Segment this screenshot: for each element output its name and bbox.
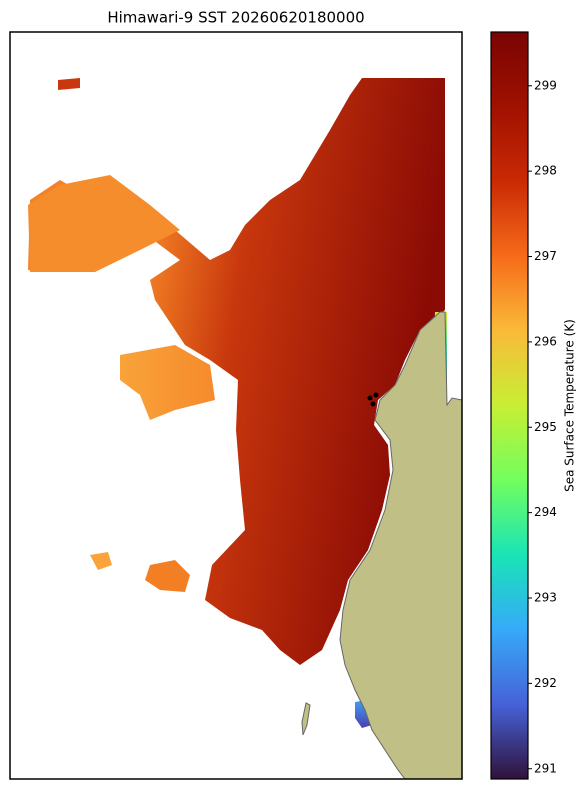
colorbar-tick-label: 292 (534, 676, 557, 690)
colorbar-tick-label: 293 (534, 591, 557, 605)
station (367, 395, 373, 401)
colorbar-tick-label: 295 (534, 420, 557, 434)
sst-south-patch (145, 560, 190, 592)
sst-top-patch (58, 78, 80, 90)
colorbar-tick-label: 291 (534, 761, 557, 775)
land (339, 311, 462, 779)
station-markers (367, 392, 379, 407)
chart-title: Himawari-9 SST 20260620180000 (107, 9, 364, 27)
map-frame (9, 31, 463, 780)
colorbar-tick-label: 297 (534, 249, 557, 263)
sst-west-patch (28, 175, 180, 272)
station (370, 401, 376, 407)
colorbar-tick-label: 299 (534, 78, 557, 92)
sst-warm-patch (120, 345, 215, 420)
colorbar-tick-label: 298 (534, 164, 557, 178)
colorbar: 291 292 293 294 295 296 297 298 299 Sea Surface T… (490, 31, 577, 780)
colorbar-tick-label: 296 (534, 334, 557, 348)
colorbar-tick-label: 294 (534, 505, 557, 519)
station (373, 392, 379, 398)
sst-small-patch (90, 552, 112, 570)
colorbar-label: Sea Surface Temperature (K) (563, 319, 577, 492)
island (301, 702, 311, 736)
map (28, 78, 462, 779)
sst-blue-patch (355, 700, 372, 728)
colorbar-gradient (490, 31, 529, 780)
